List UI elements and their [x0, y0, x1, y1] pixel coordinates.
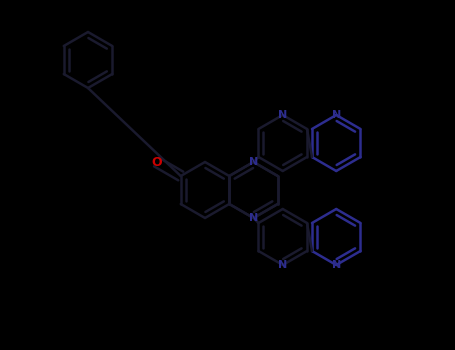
Text: N: N — [332, 110, 341, 120]
Text: N: N — [249, 157, 258, 167]
Text: N: N — [278, 110, 288, 120]
Text: N: N — [249, 213, 258, 223]
Text: N: N — [278, 260, 288, 270]
Text: O: O — [151, 155, 162, 168]
Text: N: N — [332, 260, 341, 270]
